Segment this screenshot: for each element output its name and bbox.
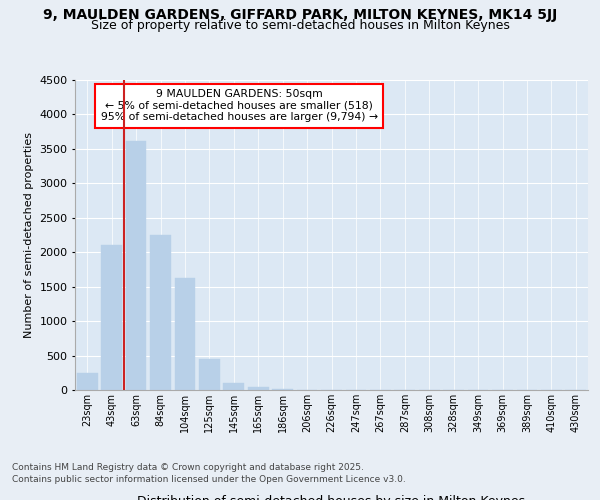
- Bar: [101, 246, 122, 390]
- Bar: [125, 140, 146, 390]
- Bar: [199, 359, 220, 390]
- Text: Contains HM Land Registry data © Crown copyright and database right 2025.: Contains HM Land Registry data © Crown c…: [12, 462, 364, 471]
- Y-axis label: Number of semi-detached properties: Number of semi-detached properties: [23, 132, 34, 338]
- Text: 9 MAULDEN GARDENS: 50sqm
← 5% of semi-detached houses are smaller (518)
95% of s: 9 MAULDEN GARDENS: 50sqm ← 5% of semi-de…: [101, 90, 378, 122]
- Text: Size of property relative to semi-detached houses in Milton Keynes: Size of property relative to semi-detach…: [91, 18, 509, 32]
- X-axis label: Distribution of semi-detached houses by size in Milton Keynes: Distribution of semi-detached houses by …: [137, 494, 526, 500]
- Bar: [248, 386, 269, 390]
- Text: Contains public sector information licensed under the Open Government Licence v3: Contains public sector information licen…: [12, 475, 406, 484]
- Text: 9, MAULDEN GARDENS, GIFFARD PARK, MILTON KEYNES, MK14 5JJ: 9, MAULDEN GARDENS, GIFFARD PARK, MILTON…: [43, 8, 557, 22]
- Bar: [175, 278, 196, 390]
- Bar: [150, 235, 171, 390]
- Bar: [77, 373, 98, 390]
- Bar: [223, 383, 244, 390]
